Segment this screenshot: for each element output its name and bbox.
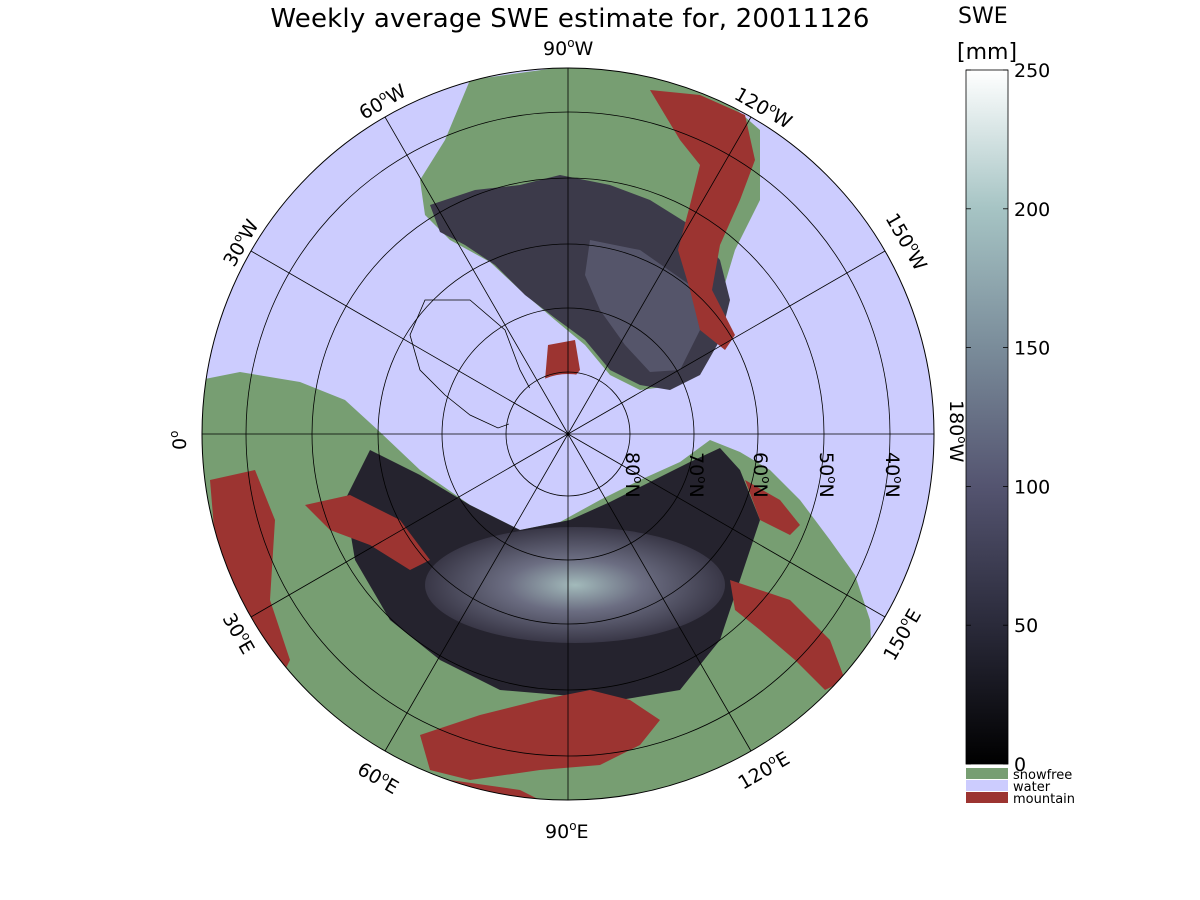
parallel-label-80n: 80oN: [621, 452, 645, 498]
mountain-alaska: [745, 480, 800, 535]
graticule-meridians: [202, 68, 934, 800]
colorbar-swatch-mountain: [966, 792, 1008, 803]
snow-eurasia-deep: [425, 527, 725, 643]
colorbar-tick-label: 250: [1014, 60, 1050, 82]
colorbar-category-mountain: mountain: [1013, 792, 1075, 807]
map-outline: [201, 67, 935, 801]
colorbar-category-water: water: [1013, 780, 1051, 795]
meridian-label-90w: 90oW: [543, 36, 594, 60]
colorbar-ticks: 0 50 100 150 200 250: [966, 60, 1050, 776]
mountain-scandinavia: [305, 495, 430, 570]
colorbar-tick-label: 0: [1014, 754, 1026, 776]
meridian-label-90e: 90oE: [545, 819, 589, 843]
map-title: Weekly average SWE estimate for, 2001112…: [270, 4, 870, 34]
colorbar-swatch-snowfree: [966, 768, 1008, 779]
map-disk: [202, 68, 934, 800]
colorbar-swatch-water: [966, 780, 1008, 791]
colorbar-category-snowfree: snowfree: [1013, 768, 1072, 783]
parallel-labels: 80oN 70oN 60oN 50oN 40oN: [621, 452, 905, 498]
parallel-label-70n: 70oN: [685, 452, 709, 498]
colorbar-tick-label: 100: [1014, 476, 1050, 498]
meridian-label-60e: 60oE: [354, 757, 404, 800]
parallel-label-50n: 50oN: [815, 452, 839, 498]
snow-na-core: [585, 240, 700, 372]
colorbar-unit: [mm]: [957, 40, 1018, 65]
colorbar-tick-label: 50: [1014, 615, 1038, 637]
meridian-label-180w: 180oW: [945, 400, 969, 463]
colorbar-title: SWE: [958, 4, 1008, 29]
mountain-central-asia: [420, 690, 660, 780]
colorbar-tick-label: 150: [1014, 338, 1050, 360]
colorbar-gradient: [965, 69, 1009, 765]
mountain-siberia-east: [730, 580, 845, 690]
colorbar: 0 50 100 150 200 250 snowfree water mountain: [965, 60, 1075, 807]
parallel-label-60n: 60oN: [749, 452, 773, 498]
colorbar-tick-label: 200: [1014, 199, 1050, 221]
parallel-label-40n: 40oN: [881, 452, 905, 498]
meridian-label-0: 0o: [167, 431, 191, 450]
mountain-europe-alps: [210, 470, 290, 700]
